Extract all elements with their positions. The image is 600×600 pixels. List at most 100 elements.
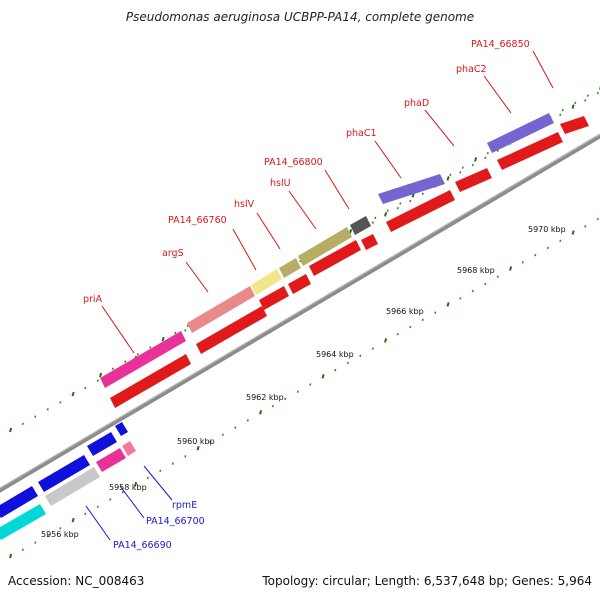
genome-summary-text: Topology: circular; Length: 6,537,648 bp… [262,574,592,588]
gene-block-blue-1[interactable] [0,486,38,518]
inner-scale-tick [571,230,575,235]
gene-label-prIA[interactable]: priA [83,294,103,305]
outer-scale-tick [374,216,377,220]
gene-block-phaC1[interactable] [378,174,445,204]
callout-phaD [424,109,455,147]
mid-scale-tick [409,199,412,203]
gene-block-hslU[interactable] [298,227,352,266]
callout-PA14_66700 [119,485,145,519]
mid-scale-tick [471,163,474,167]
gene-block-cyan[interactable] [0,504,46,540]
inner-scale-tick [434,311,437,314]
gene-arrow-9[interactable] [497,132,563,170]
inner-scale-tick [296,390,299,393]
gene-block-PA14_66760[interactable] [251,269,282,295]
mid-scale-tick [446,176,450,181]
inner-scale-tick [59,527,62,530]
inner-scale-tick [9,553,13,559]
inner-scale-tick [34,541,37,544]
gene-arrow-3[interactable] [259,286,289,310]
mid-scale-tick [96,379,99,382]
gene-label-PA14_66760[interactable]: PA14_66760 [168,215,227,226]
gene-label-rpmE[interactable]: rpmE [172,500,197,511]
mid-scale-tick [59,401,62,404]
gene-block-blue-2[interactable] [38,455,90,492]
gene-block-phaC2[interactable] [487,113,554,153]
gene-block-blue-4[interactable] [115,422,128,436]
gene-block-PA14_66800[interactable] [350,216,371,235]
outer-scale-tick [399,202,402,205]
outer-scale-tick [486,151,489,155]
inner-scale-tick [259,410,263,415]
gene-arrow-1[interactable] [110,354,191,408]
inner-scale-tick [484,282,487,286]
inner-scale-tick [184,455,187,458]
outer-scale-tick [561,108,564,112]
mid-scale-tick [371,221,374,224]
gene-label-PA14_66690[interactable]: PA14_66690 [113,540,172,551]
inner-scale-tick [534,253,537,257]
mid-scale-tick [21,422,24,426]
gene-block-pink[interactable] [96,448,126,472]
inner-scale-tick [246,419,249,422]
outer-scale-tick [449,173,452,177]
gene-label-phaC2[interactable]: phaC2 [456,64,487,75]
gene-block-light-pink[interactable] [122,441,136,456]
gene-block-prIA[interactable] [100,331,186,388]
callout-phaC1 [374,140,402,179]
inner-scale-tick [446,302,450,307]
inner-scale-tick [384,338,388,343]
outer-scale-tick [586,94,589,97]
inner-scale-tick [521,261,524,264]
gene-arrow-4[interactable] [288,274,311,294]
gene-label-PA14_66700[interactable]: PA14_66700 [146,516,205,527]
gene-label-phaC1[interactable]: phaC1 [346,128,377,139]
inner-scale-tick [271,404,274,408]
gene-label-PA14_66850[interactable]: PA14_66850 [471,39,530,50]
callout-hslV [256,212,281,250]
gene-label-hslV[interactable]: hslV [234,199,255,210]
inner-scale-tick [234,426,237,429]
gene-arrow-6[interactable] [361,234,378,250]
callout-phaC2 [483,75,512,114]
scale-label-5964: 5964 kbp [316,350,354,359]
inner-scale-tick [459,297,462,300]
callout-PA14_66760 [232,228,257,271]
scale-label-5956: 5956 kbp [41,530,79,539]
scale-label-5966: 5966 kbp [386,307,424,316]
mid-scale-tick [34,415,37,418]
inner-scale-tick [209,440,212,444]
gene-arrow-10[interactable] [560,116,589,134]
gene-label-hslU[interactable]: hslU [270,178,291,189]
inner-scale-tick [584,225,587,228]
callout-PA14_66850 [532,50,554,89]
gene-label-phaD[interactable]: phaD [404,98,429,109]
mid-scale-tick [459,171,462,174]
gene-block-blue-3[interactable] [87,432,117,456]
gene-block-grey[interactable] [45,467,100,506]
callout-rpmE [143,465,173,501]
gene-arrow-2[interactable] [196,306,267,354]
inner-scale-tick [84,512,87,516]
inner-scale-tick [471,289,474,293]
inner-scale-tick [46,534,49,537]
gene-arrow-5[interactable] [309,240,361,276]
gene-block-hslV[interactable] [279,258,301,278]
gene-label-PA14_66800[interactable]: PA14_66800 [264,157,323,168]
gene-block-argS[interactable] [187,286,255,333]
mid-scale-tick [184,329,187,332]
outer-scale-tick [124,360,127,363]
scale-label-5962: 5962 kbp [246,393,284,402]
gene-labels: priA argS PA14_66760 hslV hslU PA14_6680… [83,39,530,551]
feature-track-outer [100,113,554,388]
mid-scale-tick [571,104,575,109]
gene-label-argS[interactable]: argS [162,248,184,259]
gene-arrow-8[interactable] [455,168,492,192]
inner-scale-tick [196,445,200,451]
inner-scale-tick [371,347,374,350]
map-title: Pseudomonas aeruginosa UCBPP-PA14, compl… [125,10,475,24]
inner-scale-tick [21,548,24,552]
gene-arrow-7[interactable] [386,190,455,232]
outer-scale-tick [186,324,189,327]
